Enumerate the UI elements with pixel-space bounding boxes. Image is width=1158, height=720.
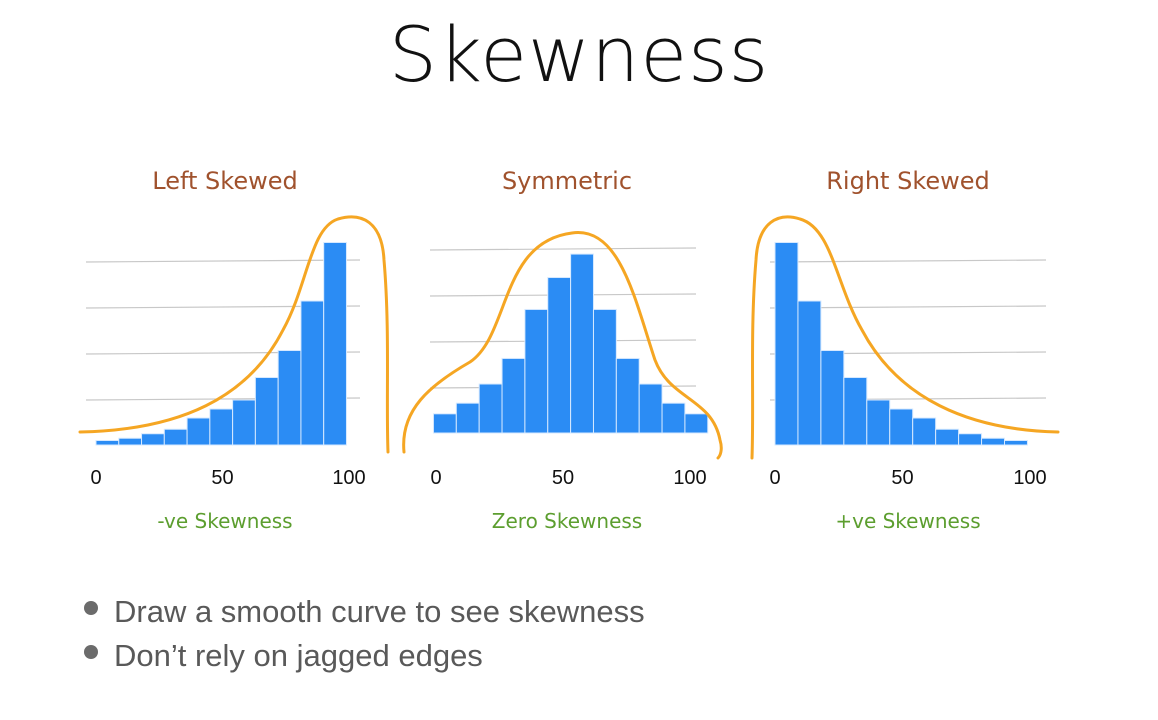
histogram-bar [570,253,594,434]
x-tick-label: 100 [1013,467,1046,489]
x-tick-label: 50 [211,467,233,489]
histogram-bar [889,408,914,446]
histogram-bar [820,350,845,446]
histogram-bar [141,433,165,446]
histogram-bar [638,383,663,434]
histogram-bar [661,402,686,434]
x-tick-label: 0 [90,467,101,489]
bullet-text: Don’t rely on jagged edges [114,638,483,673]
histogram-bar [277,350,302,446]
panel-caption: +ve Skewness [835,509,980,533]
histogram-bar [615,357,640,434]
panel-title: Right Skewed [826,167,990,195]
histogram-panel-2: Symmetric 0 50 100 Zero Skewness [402,167,723,533]
histogram-bar [774,242,799,446]
smooth-curve [750,215,1060,460]
bullet-item: Don’t rely on jagged edges [84,634,645,678]
bullet-text: Draw a smooth curve to see skewness [114,594,645,629]
smooth-curve [402,231,723,460]
x-tick-label: 100 [332,467,365,489]
gridline [429,247,697,251]
histogram-bar [843,377,868,446]
histogram-bar [501,357,526,434]
histogram-bar [232,399,256,446]
x-tick-label: 0 [430,467,441,489]
x-tick-label: 0 [769,467,780,489]
bullet-list: Draw a smooth curve to see skewness Don’… [84,590,645,678]
histogram-panel-1: Left Skewed 0 50 100 -ve Skewness [78,167,390,533]
panel-caption: Zero Skewness [492,509,642,533]
slide-title: Skewness [388,10,770,99]
histogram-bar [432,413,457,434]
gridline [85,259,361,263]
histogram-bar [209,408,234,446]
histogram-bar [323,242,347,446]
panel-title: Left Skewed [152,167,297,195]
histogram-bar [300,300,325,446]
histogram-bar [254,377,279,446]
bullet-item: Draw a smooth curve to see skewness [84,590,645,634]
histogram-bar [958,433,983,446]
histogram-bar [592,308,617,434]
histogram-bar [935,428,960,446]
histogram-bar [981,437,1005,446]
x-tick-label: 50 [891,467,913,489]
histogram-bar [95,440,120,446]
gridline [769,259,1047,263]
histogram-bar [684,413,709,434]
histogram-bar [912,417,937,446]
histogram-bar [547,277,572,434]
histogram-bar [866,399,891,446]
histogram-bar [478,383,503,434]
histogram-bar [524,308,549,434]
smooth-curve [78,215,390,454]
histogram-bar [455,402,480,434]
x-tick-label: 100 [673,467,706,489]
panel-title: Symmetric [502,167,632,195]
histogram-bar [797,300,822,446]
panel-caption: -ve Skewness [157,509,292,533]
histogram-bar [186,417,211,446]
bullet-dot-icon [84,601,98,615]
histogram-bar [1004,440,1028,446]
histogram-panel-3: Right Skewed 0 50 100 +ve Skewness [750,167,1060,533]
x-tick-label: 50 [552,467,574,489]
histogram-bar [118,437,143,446]
bullet-dot-icon [84,645,98,659]
histogram-bar [163,428,188,446]
